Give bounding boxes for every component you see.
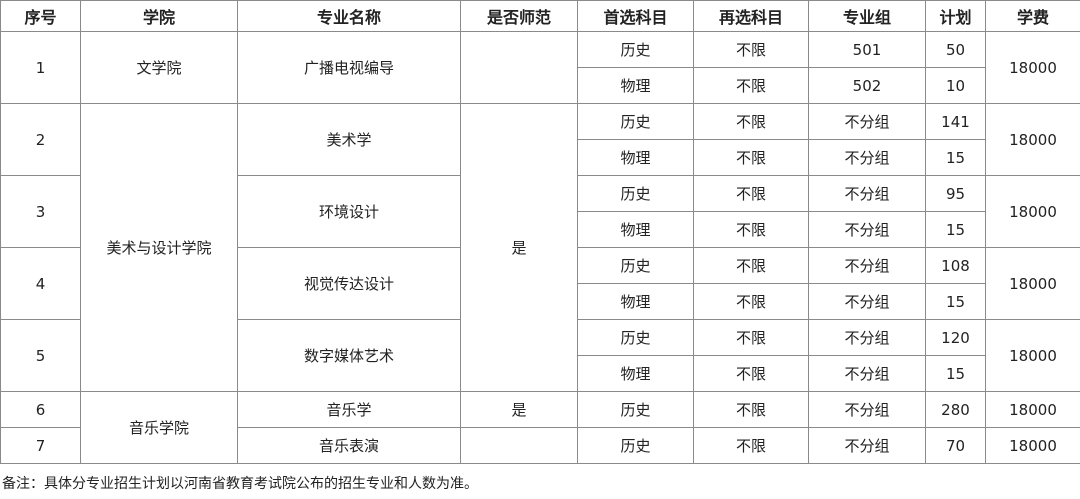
major-cell: 音乐学 bbox=[237, 391, 461, 428]
header-row: 序号 学院 专业名称 是否师范 首选科目 再选科目 专业组 计划 学费 bbox=[0, 0, 1080, 32]
major-group: 501 bbox=[808, 31, 926, 68]
column-header: 计划 bbox=[925, 0, 986, 32]
major-cell: 视觉传达设计 bbox=[237, 247, 461, 320]
plan-count: 10 bbox=[925, 67, 986, 104]
first-subject: 历史 bbox=[577, 247, 694, 284]
college-cell: 美术与设计学院 bbox=[80, 103, 238, 392]
college-cell: 文学院 bbox=[80, 31, 238, 104]
plan-count: 70 bbox=[925, 427, 986, 464]
second-subject: 不限 bbox=[693, 31, 809, 68]
row-number: 2 bbox=[0, 103, 81, 176]
second-subject: 不限 bbox=[693, 319, 809, 356]
major-group: 不分组 bbox=[808, 355, 926, 392]
table-row: 5 数字媒体艺术 历史 不限 不分组 120 18000 bbox=[0, 319, 1080, 392]
column-header: 是否师范 bbox=[460, 0, 578, 32]
second-subject: 不限 bbox=[693, 211, 809, 248]
row-number: 1 bbox=[0, 31, 81, 104]
first-subject: 物理 bbox=[577, 211, 694, 248]
table-row: 物理 不限 不分组 15 bbox=[1, 355, 1080, 392]
column-header: 首选科目 bbox=[577, 0, 694, 32]
second-subject: 不限 bbox=[693, 67, 809, 104]
plan-count: 280 bbox=[925, 391, 986, 428]
second-subject: 不限 bbox=[693, 103, 809, 140]
second-subject: 不限 bbox=[693, 247, 809, 284]
column-header: 再选科目 bbox=[693, 0, 809, 32]
plan-count: 141 bbox=[925, 103, 986, 140]
first-subject: 历史 bbox=[577, 175, 694, 212]
college-cell: 音乐学院 bbox=[80, 391, 238, 464]
first-subject: 物理 bbox=[577, 355, 694, 392]
table-row: 7 音乐表演 历史 不限 不分组 70 18000 bbox=[0, 427, 1080, 464]
enrollment-plan-table: 序号 学院 专业名称 是否师范 首选科目 再选科目 专业组 计划 学费 1 文学院 广播电视编导 历史… bbox=[0, 0, 1080, 464]
column-header: 学费 bbox=[985, 0, 1080, 32]
major-group: 不分组 bbox=[808, 319, 926, 356]
first-subject: 历史 bbox=[577, 319, 694, 356]
major-group: 不分组 bbox=[808, 427, 926, 464]
plan-count: 50 bbox=[925, 31, 986, 68]
plan-count: 108 bbox=[925, 247, 986, 284]
plan-count: 15 bbox=[925, 283, 986, 320]
first-subject: 物理 bbox=[577, 67, 694, 104]
major-cell: 广播电视编导 bbox=[237, 31, 461, 104]
row-number: 6 bbox=[0, 391, 81, 428]
table-row: 6 音乐学院 音乐学是历史 不限 不分组 280 18000 bbox=[0, 391, 1080, 464]
first-subject: 物理 bbox=[577, 139, 694, 176]
major-group: 不分组 bbox=[808, 247, 926, 284]
plan-count: 120 bbox=[925, 319, 986, 356]
table-row: 物理 不限 不分组 15 bbox=[1, 283, 1080, 320]
column-header: 专业名称 bbox=[237, 0, 461, 32]
major-cell: 数字媒体艺术 bbox=[237, 319, 461, 392]
tuition-cell: 18000 bbox=[985, 175, 1080, 248]
major-group: 不分组 bbox=[808, 103, 926, 140]
row-number: 4 bbox=[0, 247, 81, 320]
major-group: 502 bbox=[808, 67, 926, 104]
normal-cell bbox=[460, 427, 578, 464]
row-number: 7 bbox=[0, 427, 81, 464]
first-subject: 历史 bbox=[577, 427, 694, 464]
normal-cell: 是 bbox=[460, 103, 578, 392]
major-group: 不分组 bbox=[808, 211, 926, 248]
tuition-cell: 18000 bbox=[985, 319, 1080, 392]
plan-count: 95 bbox=[925, 175, 986, 212]
major-group: 不分组 bbox=[808, 175, 926, 212]
second-subject: 不限 bbox=[693, 427, 809, 464]
first-subject: 历史 bbox=[577, 103, 694, 140]
plan-count: 15 bbox=[925, 211, 986, 248]
table-row: 物理 不限 不分组 15 bbox=[1, 139, 1080, 176]
column-header: 专业组 bbox=[808, 0, 926, 32]
tuition-cell: 18000 bbox=[985, 427, 1080, 464]
second-subject: 不限 bbox=[693, 283, 809, 320]
table-row: 1 文学院 广播电视编导 历史 不限 501 50 18000 bbox=[0, 31, 1080, 104]
tuition-cell: 18000 bbox=[985, 103, 1080, 176]
major-group: 不分组 bbox=[808, 139, 926, 176]
second-subject: 不限 bbox=[693, 175, 809, 212]
first-subject: 历史 bbox=[577, 31, 694, 68]
tuition-cell: 18000 bbox=[985, 247, 1080, 320]
second-subject: 不限 bbox=[693, 355, 809, 392]
major-group: 不分组 bbox=[808, 391, 926, 428]
table-row: 物理 不限 不分组 15 bbox=[1, 211, 1080, 248]
normal-cell bbox=[460, 31, 578, 104]
column-header: 学院 bbox=[80, 0, 238, 32]
column-header: 序号 bbox=[0, 0, 81, 32]
first-subject: 物理 bbox=[577, 283, 694, 320]
plan-count: 15 bbox=[925, 355, 986, 392]
footnote: 备注：具体分专业招生计划以河南省教育考试院公布的招生专业和人数为准。 bbox=[2, 476, 478, 492]
second-subject: 不限 bbox=[693, 391, 809, 428]
table-row: 4 视觉传达设计 历史 不限 不分组 108 18000 bbox=[0, 247, 1080, 320]
plan-count: 15 bbox=[925, 139, 986, 176]
row-number: 5 bbox=[0, 319, 81, 392]
major-cell: 美术学 bbox=[237, 103, 461, 176]
tuition-cell: 18000 bbox=[985, 31, 1080, 104]
first-subject: 历史 bbox=[577, 391, 694, 428]
major-cell: 音乐表演 bbox=[237, 427, 461, 464]
table-row: 2 美术与设计学院 美术学是历史 不限 不分组 141 18000 bbox=[0, 103, 1080, 392]
major-group: 不分组 bbox=[808, 283, 926, 320]
tuition-cell: 18000 bbox=[985, 391, 1080, 428]
row-number: 3 bbox=[0, 175, 81, 248]
second-subject: 不限 bbox=[693, 139, 809, 176]
table-row: 物理 不限 502 10 bbox=[1, 67, 1080, 104]
normal-cell: 是 bbox=[460, 391, 578, 428]
major-cell: 环境设计 bbox=[237, 175, 461, 248]
